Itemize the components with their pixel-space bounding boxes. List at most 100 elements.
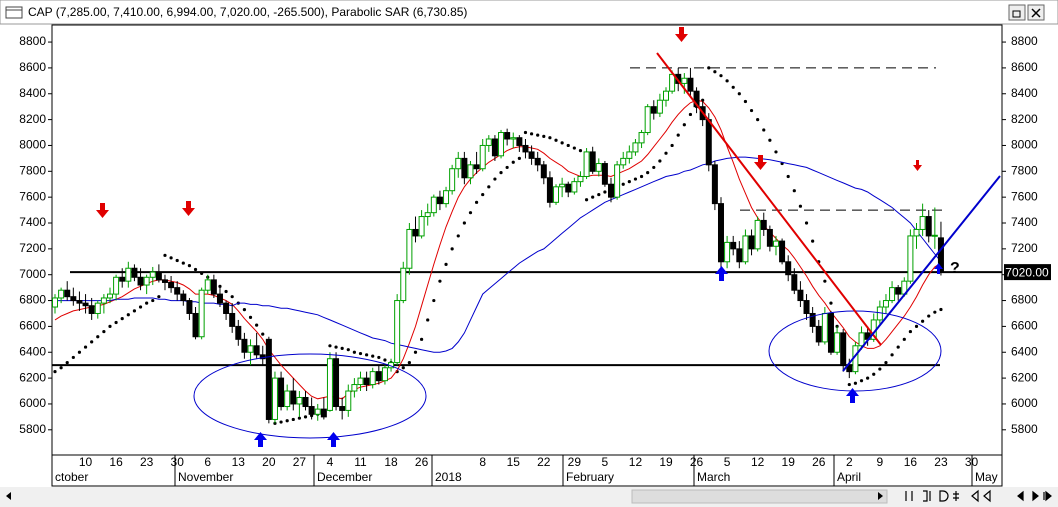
sar-dot bbox=[853, 381, 858, 385]
candle-body bbox=[296, 396, 303, 405]
sar-dot bbox=[743, 99, 748, 104]
scroll-thumb[interactable] bbox=[631, 489, 888, 504]
tool-icon[interactable] bbox=[939, 490, 949, 502]
scroll-right[interactable] bbox=[878, 492, 883, 500]
x-tick-label: 6 bbox=[204, 455, 211, 469]
candle-body bbox=[516, 137, 523, 146]
sar-dot bbox=[523, 130, 528, 135]
x-tick-label: 2 bbox=[846, 455, 853, 469]
tool-icon[interactable] bbox=[953, 491, 959, 501]
x-tick-label: 30 bbox=[171, 455, 185, 469]
sar-dot bbox=[114, 320, 118, 325]
sar-dot bbox=[200, 271, 204, 276]
y2-tick-label: 7400 bbox=[1011, 215, 1038, 229]
sar-dot bbox=[474, 200, 479, 204]
tool-icon[interactable] bbox=[905, 491, 913, 501]
candle-body bbox=[730, 241, 737, 250]
candle-body bbox=[491, 138, 498, 157]
down-arrow bbox=[675, 27, 688, 42]
sar-dot bbox=[939, 307, 943, 312]
scroll-left[interactable] bbox=[6, 492, 11, 500]
sar-dot bbox=[358, 351, 363, 356]
candle-body bbox=[663, 90, 669, 101]
sar-dot bbox=[688, 112, 693, 117]
candle-body bbox=[131, 267, 138, 278]
x-tick-label: 5 bbox=[602, 455, 609, 469]
up-arrow bbox=[846, 388, 859, 403]
x-tick-label: 22 bbox=[537, 455, 551, 469]
candle-body bbox=[143, 276, 150, 286]
candle-body bbox=[907, 235, 914, 282]
candle-body bbox=[473, 164, 480, 170]
candle-body bbox=[614, 164, 621, 198]
y2-tick-label: 8200 bbox=[1011, 112, 1038, 126]
candle-body bbox=[326, 358, 333, 411]
sar-dot bbox=[145, 301, 149, 305]
candle-body bbox=[785, 261, 792, 276]
x-tick-label: 12 bbox=[751, 455, 765, 469]
sar-dot bbox=[163, 253, 167, 257]
sar-dot bbox=[927, 314, 931, 318]
scrollbar[interactable] bbox=[0, 487, 1058, 507]
sar-dot bbox=[108, 324, 112, 329]
candle-body bbox=[449, 168, 456, 192]
month-label: May bbox=[975, 470, 998, 484]
candle-body bbox=[271, 377, 278, 420]
sar-dot bbox=[646, 170, 650, 175]
sar-dot bbox=[621, 182, 625, 186]
sar-dot bbox=[847, 382, 851, 387]
month-label: February bbox=[566, 470, 614, 484]
candle-body bbox=[876, 306, 883, 321]
tool-icon[interactable] bbox=[923, 490, 931, 502]
last-price-tag bbox=[1004, 264, 1051, 281]
candle-body bbox=[620, 157, 627, 166]
tool-icon[interactable] bbox=[971, 489, 991, 503]
candle-body bbox=[638, 132, 645, 144]
buy-arrows bbox=[254, 263, 943, 447]
sar-dot bbox=[664, 151, 668, 155]
annotation: ? bbox=[950, 260, 960, 277]
candle-body bbox=[760, 219, 767, 230]
sell-arrows bbox=[96, 27, 922, 218]
y-tick-label: 7000 bbox=[19, 267, 46, 281]
tool-icon[interactable] bbox=[1043, 490, 1052, 502]
sar-dot bbox=[279, 420, 283, 424]
candle-body bbox=[650, 106, 657, 114]
tool-icon[interactable] bbox=[1032, 490, 1039, 502]
y2-tick-label: 6200 bbox=[1011, 370, 1038, 384]
x-tick-label: 29 bbox=[568, 455, 582, 469]
x-tick-label: 4 bbox=[327, 455, 334, 469]
sar-dot bbox=[371, 354, 375, 358]
sar-dot bbox=[658, 159, 662, 163]
candle-body bbox=[724, 241, 731, 263]
sar-dot bbox=[591, 195, 595, 199]
restore-button[interactable] bbox=[1008, 4, 1026, 21]
candle-body bbox=[302, 396, 309, 408]
x-tick-label: 11 bbox=[354, 455, 367, 469]
x-tick-label: 23 bbox=[140, 455, 154, 469]
candle-body bbox=[229, 312, 236, 327]
sar-dot bbox=[230, 295, 234, 299]
candle-body bbox=[168, 281, 175, 289]
candle-body bbox=[265, 338, 272, 420]
sar-dot bbox=[902, 337, 906, 341]
y-tick-label: 6200 bbox=[19, 370, 46, 384]
candle-body bbox=[94, 302, 101, 314]
candle-body bbox=[436, 196, 443, 205]
sar-dot bbox=[670, 143, 674, 148]
candle-body bbox=[253, 345, 260, 356]
tool-icon[interactable] bbox=[1017, 490, 1024, 502]
candle-body bbox=[192, 312, 199, 338]
candle-body bbox=[882, 300, 889, 308]
sar-dot bbox=[914, 324, 919, 329]
y2-tick-label: 7200 bbox=[1011, 241, 1038, 255]
candle-body bbox=[779, 240, 786, 263]
sar-dot bbox=[829, 301, 833, 305]
x-tick-label: 19 bbox=[782, 455, 796, 469]
candle-body bbox=[791, 274, 798, 291]
sar-dot bbox=[102, 329, 106, 334]
y2-tick-label: 6400 bbox=[1011, 344, 1038, 358]
sar-dot bbox=[493, 177, 497, 181]
sar-dot bbox=[242, 307, 247, 312]
